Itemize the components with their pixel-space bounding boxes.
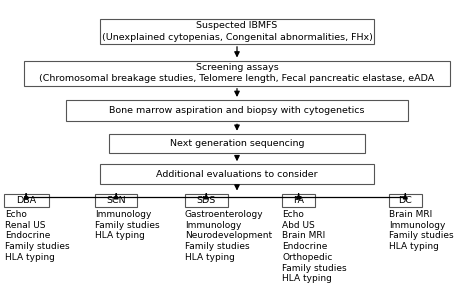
Bar: [3, 194, 48, 207]
Bar: [109, 134, 365, 153]
Text: Family studies: Family studies: [282, 264, 346, 273]
Text: Immunology: Immunology: [389, 221, 445, 230]
Bar: [66, 100, 408, 121]
Text: Bone marrow aspiration and biopsy with cytogenetics: Bone marrow aspiration and biopsy with c…: [109, 106, 365, 115]
Bar: [185, 194, 228, 207]
Text: FA: FA: [293, 196, 304, 205]
Text: SDS: SDS: [197, 196, 216, 205]
Text: Additional evaluations to consider: Additional evaluations to consider: [156, 170, 318, 179]
Bar: [100, 164, 374, 184]
Text: Abd US: Abd US: [282, 221, 315, 230]
Text: Immunology: Immunology: [185, 221, 241, 230]
Text: Family studies: Family studies: [185, 242, 249, 251]
Text: Suspected IBMFS
(Unexplained cytopenias, Congenital abnormalities, FHx): Suspected IBMFS (Unexplained cytopenias,…: [101, 21, 373, 42]
Text: Renal US: Renal US: [5, 221, 45, 230]
Text: Immunology: Immunology: [95, 210, 151, 219]
Bar: [24, 60, 450, 86]
Text: DC: DC: [398, 196, 412, 205]
Text: Gastroenterology: Gastroenterology: [185, 210, 264, 219]
Text: Next generation sequencing: Next generation sequencing: [170, 139, 304, 148]
Text: SCN: SCN: [106, 196, 126, 205]
Text: Brain MRI: Brain MRI: [389, 210, 432, 219]
Bar: [95, 194, 137, 207]
Text: Family studies: Family studies: [95, 221, 159, 230]
Text: HLA typing: HLA typing: [282, 274, 332, 283]
Text: Echo: Echo: [5, 210, 27, 219]
Text: DBA: DBA: [16, 196, 36, 205]
Bar: [100, 19, 374, 44]
Bar: [282, 194, 315, 207]
Text: Family studies: Family studies: [5, 242, 69, 251]
Bar: [389, 194, 422, 207]
Text: Endocrine: Endocrine: [282, 242, 328, 251]
Text: Brain MRI: Brain MRI: [282, 231, 325, 240]
Text: Neurodevelopment: Neurodevelopment: [185, 231, 272, 240]
Text: HLA typing: HLA typing: [185, 253, 235, 262]
Text: Echo: Echo: [282, 210, 304, 219]
Text: Screening assays
(Chromosomal breakage studies, Telomere length, Fecal pancreati: Screening assays (Chromosomal breakage s…: [39, 63, 435, 83]
Text: Endocrine: Endocrine: [5, 231, 50, 240]
Text: HLA typing: HLA typing: [5, 253, 55, 262]
Text: HLA typing: HLA typing: [389, 242, 438, 251]
Text: Family studies: Family studies: [389, 231, 453, 240]
Text: Orthopedic: Orthopedic: [282, 253, 332, 262]
Text: HLA typing: HLA typing: [95, 231, 145, 240]
